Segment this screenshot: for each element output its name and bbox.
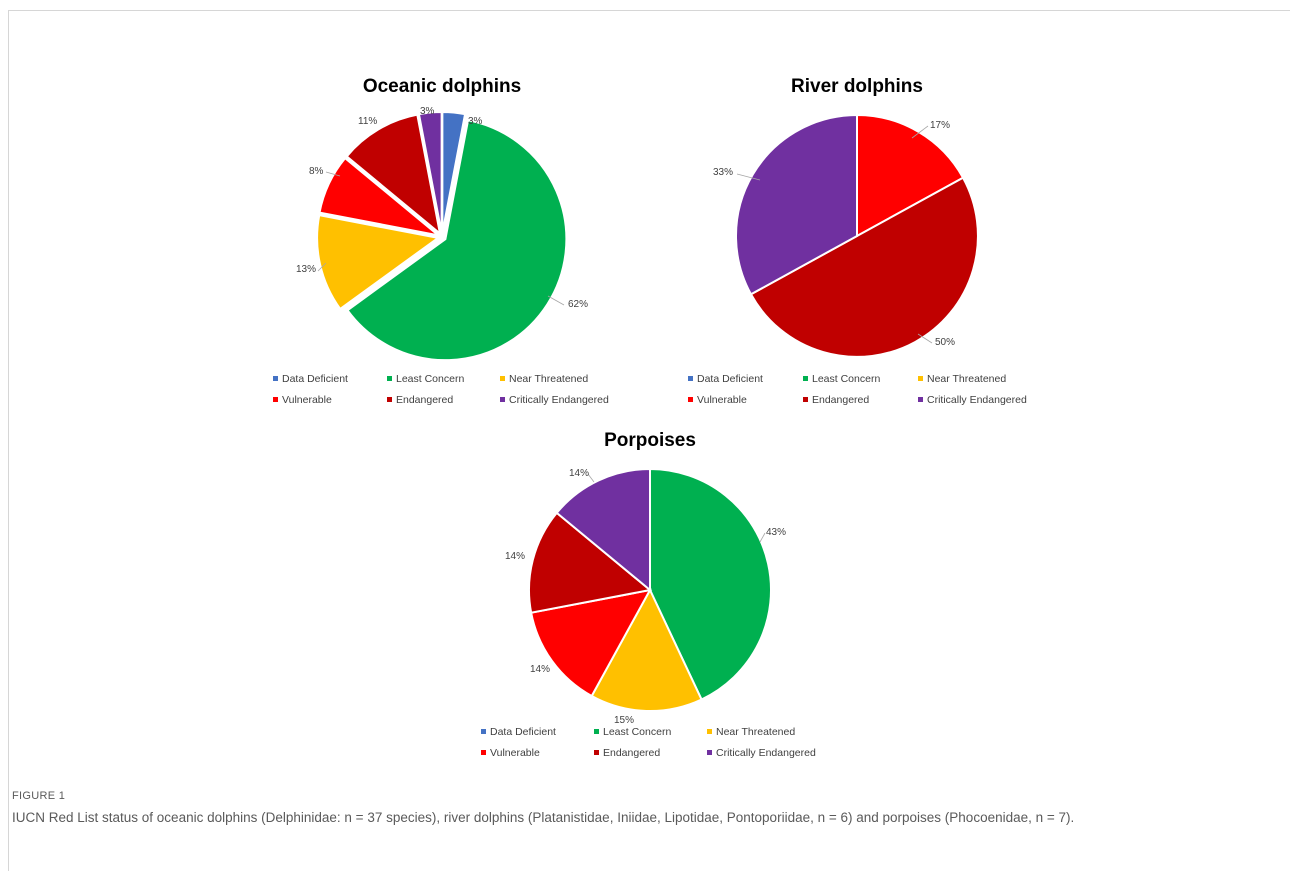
slice-critically-endangered [555,467,651,593]
chart-porpoises: Porpoises 43% 15% 14% 14% 14% Data Deficient Le… [481,430,816,759]
legend-label-least-concern: Least Concern [603,726,671,738]
label-leader-line [317,262,327,272]
legend-swatch-least-concern [387,376,392,381]
slice-least-concern [346,119,568,362]
figure-frame [8,10,1290,871]
data-label-endangered: 14% [505,551,525,562]
legend-label-data-deficient: Data Deficient [490,726,556,738]
legend: Data Deficient Least Concern Near Threaten… [481,726,816,759]
legend-swatch-critically-endangered [707,750,712,755]
data-label-near-threatened: 13% [296,264,316,275]
data-label-critically-endangered: 33% [713,167,733,178]
legend-label-data-deficient: Data Deficient [697,373,763,385]
legend-label-data-deficient: Data Deficient [282,373,348,385]
slice-endangered [345,113,442,237]
pie-charts: Oceanic dolphins 3% 62% 13% 8% 11% 3% Data Defi… [273,76,1027,759]
legend-swatch-vulnerable [688,397,693,402]
data-label-least-concern: 62% [568,299,588,310]
legend-label-endangered: Endangered [603,747,660,759]
slice-endangered [528,511,653,614]
label-leader-line [911,125,929,139]
legend-label-vulnerable: Vulnerable [697,394,747,406]
label-leader-line [759,532,766,543]
slice-vulnerable [529,588,652,698]
slice-vulnerable [856,113,965,238]
data-label-data-deficient: 3% [468,116,483,127]
legend-swatch-data-deficient [273,376,278,381]
legend-swatch-endangered [594,750,599,755]
legend-swatch-endangered [803,397,808,402]
label-leader-line [587,473,595,483]
legend: Data Deficient Least Concern Near Threaten… [688,373,1027,406]
label-leader-line [547,295,565,306]
slice-least-concern [649,467,772,701]
legend-label-critically-endangered: Critically Endangered [716,747,816,759]
figure-caption-text: IUCN Red List status of oceanic dolphins… [12,810,1075,825]
data-label-least-concern: 43% [766,527,786,538]
chart-title: River dolphins [791,76,923,97]
chart-title: Oceanic dolphins [363,76,521,97]
slice-vulnerable [318,156,440,237]
data-label-critically-endangered: 3% [420,106,435,117]
chart-river-dolphins: River dolphins 17% 50% 33% Data Deficient Lea… [688,76,1027,406]
legend-swatch-endangered [387,397,392,402]
legend-label-near-threatened: Near Threatened [716,726,795,738]
legend-label-near-threatened: Near Threatened [509,373,588,385]
label-leader-line [917,333,933,344]
figure-caption: FIGURE 1 IUCN Red List status of oceanic… [12,790,1272,828]
legend-swatch-vulnerable [273,397,278,402]
slice-near-threatened [316,214,441,311]
legend-swatch-critically-endangered [500,397,505,402]
legend-swatch-near-threatened [918,376,923,381]
label-leader-line [736,173,761,181]
legend-label-critically-endangered: Critically Endangered [509,394,609,406]
legend-swatch-vulnerable [481,750,486,755]
slice-endangered [749,176,979,358]
chart-title: Porpoises [604,430,696,451]
data-label-endangered: 11% [358,116,377,127]
legend-swatch-near-threatened [707,729,712,734]
slice-critically-endangered [735,113,858,296]
data-label-vulnerable: 8% [309,166,324,177]
data-label-endangered: 50% [935,337,955,348]
slice-near-threatened [590,587,703,712]
legend-label-endangered: Endangered [812,394,869,406]
legend-label-least-concern: Least Concern [812,373,880,385]
chart-oceanic-dolphins: Oceanic dolphins 3% 62% 13% 8% 11% 3% Data Defi… [273,76,609,406]
slice-critically-endangered [417,111,443,234]
legend-label-least-concern: Least Concern [396,373,464,385]
legend-swatch-least-concern [594,729,599,734]
legend-swatch-data-deficient [481,729,486,734]
figure-label: FIGURE 1 [12,790,66,802]
data-label-critically-endangered: 14% [569,468,589,479]
label-leader-line [325,171,341,177]
legend-swatch-critically-endangered [918,397,923,402]
data-label-vulnerable: 14% [530,664,550,675]
legend-swatch-data-deficient [688,376,693,381]
legend-label-endangered: Endangered [396,394,453,406]
legend: Data Deficient Least Concern Near Threaten… [273,373,609,406]
data-label-vulnerable: 17% [930,120,950,131]
legend-label-critically-endangered: Critically Endangered [927,394,1027,406]
legend-swatch-near-threatened [500,376,505,381]
legend-label-near-threatened: Near Threatened [927,373,1006,385]
legend-swatch-least-concern [803,376,808,381]
legend-label-vulnerable: Vulnerable [282,394,332,406]
data-label-near-threatened: 15% [614,715,634,726]
legend-label-vulnerable: Vulnerable [490,747,540,759]
